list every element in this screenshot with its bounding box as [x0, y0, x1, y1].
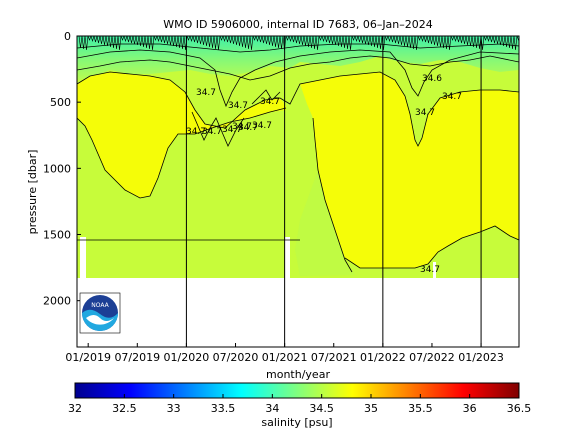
- x-tick-label: 07/2019: [114, 351, 160, 364]
- contour-label: 34.7: [442, 92, 462, 102]
- contour-label: 34.7: [420, 265, 440, 275]
- x-tick-label: 07/2021: [311, 351, 357, 364]
- contour-label: 34.7: [232, 122, 252, 132]
- colorbar-tick-label: 33: [167, 402, 181, 415]
- contour-lines: [77, 43, 519, 273]
- y-tick-label: 2000: [43, 295, 71, 308]
- y-tick-label: 0: [64, 30, 71, 43]
- x-tick-label: 01/2022: [360, 351, 406, 364]
- data-gap-1: [80, 237, 86, 278]
- y-tick-label: 500: [50, 96, 71, 109]
- colorbar-tick-label: 34: [265, 402, 279, 415]
- no-data-region: [77, 278, 519, 347]
- colorbar-ticks: 32 32.5 33 33.5 34 34.5 35 35.5 36 36.5: [68, 394, 531, 415]
- data-gap-3: [433, 262, 436, 278]
- svg-text:NOAA: NOAA: [91, 302, 109, 309]
- colorbar-tick-label: 32: [68, 402, 82, 415]
- plot-frame: [76, 35, 520, 348]
- colorbar-tick-label: 34.5: [309, 402, 334, 415]
- x-axis-label: month/year: [266, 368, 330, 381]
- colorbar-label: salinity [psu]: [261, 416, 332, 429]
- x-tick-label: 01/2021: [262, 351, 308, 364]
- surface-contours: [78, 36, 519, 51]
- chart-title: WMO ID 5906000, internal ID 7683, 06–Jan…: [163, 18, 433, 31]
- x-tick-label: 01/2019: [65, 351, 111, 364]
- colorbar-tick-label: 33.5: [211, 402, 236, 415]
- y-axis-label: pressure [dbar]: [26, 150, 39, 235]
- surface-noise: [78, 36, 519, 51]
- contour-label: 34.7: [202, 127, 222, 137]
- x-axis: 01/2019 07/2019 01/2020 07/2020 01/2021 07/20…: [65, 343, 504, 364]
- x-tick-label: 01/2023: [458, 351, 504, 364]
- noaa-logo: NOAA: [79, 292, 121, 334]
- contour-label: 34.7: [228, 101, 248, 111]
- colorbar-tick-label: 35.5: [408, 402, 433, 415]
- contour-label-layer: 34.734.7 34.734.734.734.7 34.7 34.734.734.6…: [186, 74, 462, 275]
- colorbar-tick-label: 35: [364, 402, 378, 415]
- colorbar: [74, 382, 520, 399]
- x-tick-label: 07/2020: [213, 351, 259, 364]
- year-lines: [185, 36, 482, 347]
- y-tick-label: 1000: [43, 162, 71, 175]
- contour-label: 34.7: [186, 127, 206, 137]
- contour-label: 34.6: [422, 74, 442, 84]
- x-tick-label: 01/2020: [164, 351, 210, 364]
- high-salinity-core-2: [300, 72, 519, 268]
- contour-label: 34.7: [222, 125, 242, 135]
- colorbar-tick-label: 32.5: [112, 402, 137, 415]
- colorbar-tick-label: 36: [463, 402, 477, 415]
- y-tick-label: 1500: [43, 229, 71, 242]
- contour-label: 34.7: [196, 88, 216, 98]
- data-gap-2: [285, 237, 290, 278]
- x-tick-label: 07/2022: [409, 351, 455, 364]
- y-axis: 0 500 1000 1500 2000: [43, 30, 81, 308]
- deep-fresh-patch: [295, 170, 355, 276]
- plot-area: 34.734.7 34.734.734.734.7 34.7 34.734.734.6…: [77, 36, 519, 347]
- high-salinity-core-1: [77, 72, 286, 198]
- contour-label: 34.7: [415, 108, 435, 118]
- contour-label: 34.7: [260, 97, 280, 107]
- contour-label: 34.7: [238, 123, 258, 133]
- contour-label: 34.7: [252, 121, 272, 131]
- colorbar-tick-label: 36.5: [507, 402, 532, 415]
